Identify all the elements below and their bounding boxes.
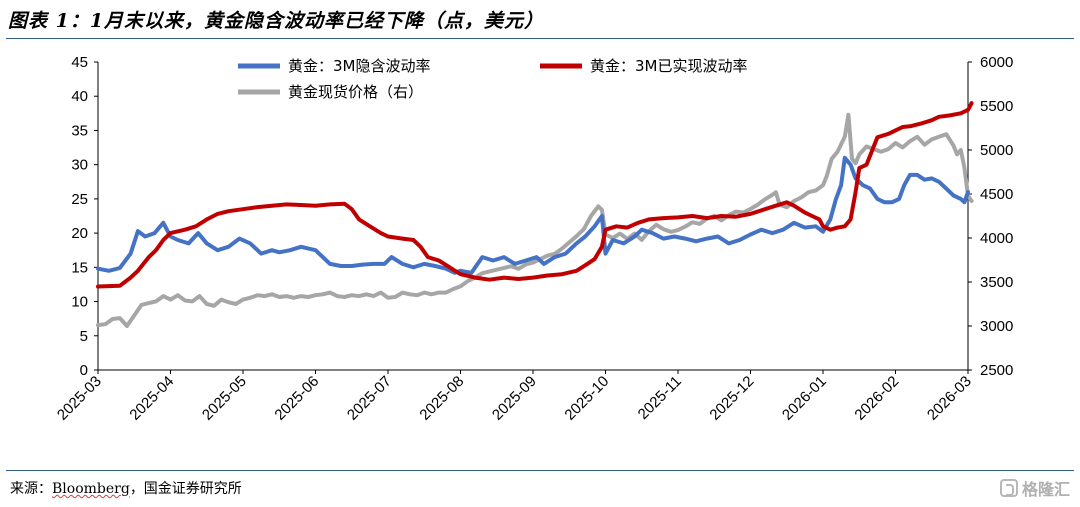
right-tick-label: 5000	[980, 142, 1013, 159]
watermark-text: 格隆汇	[1021, 480, 1070, 499]
chart-title: 图表 1：1月末以来，黄金隐含波动率已经下降（点，美元）	[8, 10, 545, 32]
chart-area: 0 5 10 15 20 25 30 35 40 45 2500 3000 3500 4000 4500 50…	[54, 54, 1014, 424]
bottom-divider	[6, 470, 1074, 471]
left-tick-label: 30	[71, 157, 88, 174]
source-label: 来源：	[10, 481, 52, 497]
left-tick-label: 45	[71, 54, 88, 71]
top-divider	[6, 38, 1074, 39]
x-tick-label: 2025-10	[561, 373, 612, 424]
series-line-1	[96, 101, 974, 289]
x-tick-label: 2025-07	[344, 373, 395, 424]
source-brand: Bloomberg	[52, 481, 130, 497]
right-tick-label: 2500	[980, 362, 1013, 379]
x-tick-label: 2025-04	[126, 373, 177, 424]
x-tick-label: 2026-03	[924, 373, 975, 424]
right-tick-label: 5500	[980, 98, 1013, 115]
x-tick-label: 2025-03	[54, 373, 105, 424]
x-tick-label: 2025-09	[489, 373, 540, 424]
left-tick-label: 15	[71, 259, 88, 276]
x-tick-label: 2026-02	[851, 373, 902, 424]
x-tick-label: 2026-01	[779, 373, 830, 424]
right-tick-label: 3000	[980, 318, 1013, 335]
chart-axes: 0 5 10 15 20 25 30 35 40 45 2500 3000 3500 4000 4500 50…	[54, 54, 1014, 424]
legend-label-0: 黄金：3M隐含波动率	[288, 57, 431, 75]
watermark: 格隆汇	[999, 476, 1070, 500]
legend-label-2: 黄金现货价格（右）	[288, 83, 423, 101]
x-tick-label: 2025-11	[635, 373, 685, 423]
left-tick-label: 20	[71, 225, 88, 242]
source-rest: ，国金证券研究所	[129, 481, 242, 497]
x-tick-label: 2025-08	[416, 373, 467, 424]
source-note: 来源：Bloomberg，国金证券研究所	[10, 478, 242, 498]
x-tick-label: 2025-05	[199, 373, 250, 424]
x-tick-label: 2025-06	[271, 373, 322, 424]
right-tick-label: 3500	[980, 274, 1013, 291]
left-tick-label: 0	[80, 362, 88, 379]
left-tick-label: 25	[71, 191, 88, 208]
series-line-2	[96, 112, 974, 328]
x-tick-label: 2025-12	[706, 373, 757, 424]
right-tick-label: 4500	[980, 186, 1013, 203]
chart-lines	[96, 101, 974, 328]
left-tick-label: 5	[80, 328, 88, 345]
right-tick-label: 6000	[980, 54, 1013, 71]
left-tick-label: 35	[71, 122, 88, 139]
legend-label-1: 黄金：3M已实现波动率	[590, 57, 748, 75]
series-line-0	[96, 155, 970, 275]
left-tick-label: 40	[71, 88, 88, 105]
watermark-logo-icon	[999, 479, 1018, 497]
left-tick-label: 10	[71, 294, 88, 311]
right-tick-label: 4000	[980, 230, 1013, 247]
